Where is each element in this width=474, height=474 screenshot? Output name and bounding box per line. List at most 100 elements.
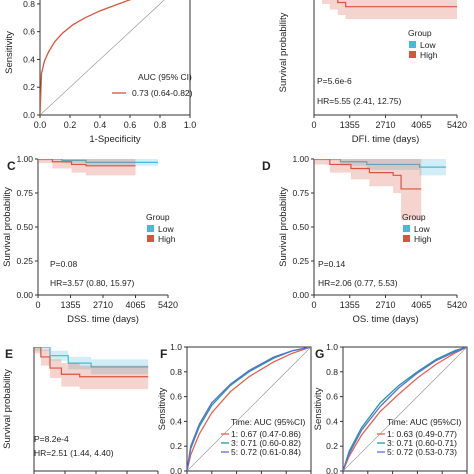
legend-swatch — [147, 225, 154, 232]
legend-entry: Low — [414, 224, 430, 234]
x-tick-label: 4065 — [411, 300, 431, 310]
panel-letter: E — [5, 347, 13, 361]
plot-frame — [39, 0, 191, 116]
series-high-ci-band — [314, 159, 422, 221]
plot-area — [321, 0, 457, 20]
series-5-0-72-0-61-0-84--curve — [187, 347, 311, 471]
x-tick-label: 1355 — [340, 120, 360, 130]
legend-entry: High — [414, 234, 432, 244]
series-1-0-67-0-47-0-86--curve — [187, 347, 311, 471]
series-low-ci-band — [34, 347, 149, 375]
series-1-0-63-0-49-0-77--curve — [343, 347, 467, 471]
y-tick-label: 0.50 — [292, 222, 309, 232]
y-tick-label: 0.0 — [326, 466, 338, 474]
legend-entry: 3: 0.71 (0.60-0.71) — [387, 438, 457, 448]
legend-swatch — [147, 235, 154, 242]
legend-swatch — [409, 41, 416, 48]
legend-title: Group — [408, 28, 432, 38]
series-5-0-72-0-53-0-73--curve — [343, 347, 467, 471]
y-tick-label: 0.6 — [170, 392, 182, 402]
y-tick-label: 0.2 — [23, 82, 35, 92]
y-axis-label: Survival probability — [2, 187, 13, 267]
panel-letter: C — [7, 159, 16, 173]
legend-entry: 3: 0.71 (0.60-0.82) — [231, 438, 301, 448]
y-tick-label: 0.4 — [326, 416, 338, 426]
legend-title: Time: AUC (95%CI) — [231, 417, 305, 427]
y-tick-label: 0.0 — [23, 110, 35, 120]
y-tick-label: 1.0 — [170, 342, 182, 352]
y-tick-label: 0.4 — [23, 54, 35, 64]
p-value: P=5.6e-6 — [317, 76, 352, 86]
legend-entry: 5: 0.72 (0.61-0.84) — [231, 447, 301, 457]
reference-diagonal — [343, 347, 467, 471]
y-axis-label: Sensitivity — [157, 387, 168, 430]
series-high-line — [34, 347, 149, 378]
y-tick-label: 0.00 — [16, 290, 33, 300]
series-high-ci-band — [38, 159, 136, 176]
x-axis-label: DFI. time (days) — [352, 134, 420, 145]
plot-area — [34, 347, 149, 390]
panel-e: E01355271040655430Survival probabilityP=… — [2, 347, 159, 474]
panel-c: C 0 1355 2710 4065 5420 0.00 0.25 0.50 0.75 1.00 DS… — [2, 154, 178, 325]
y-tick-label: 0.2 — [170, 441, 182, 451]
y-tick-label: 0.25 — [16, 256, 33, 266]
legend-entry: 0.73 (0.64-0.82) — [132, 88, 193, 98]
reference-diagonal — [40, 0, 165, 115]
legend-entry: Low — [420, 40, 436, 50]
p-value: P=0.08 — [50, 259, 77, 269]
x-tick-label: 1.0 — [184, 120, 197, 130]
x-tick-label: 2710 — [93, 300, 113, 310]
plot-area — [343, 347, 467, 471]
legend-entry: 1: 0.63 (0.49-0.77) — [387, 429, 457, 439]
hazard-ratio: HR=2.06 (0.77, 5.53) — [318, 278, 398, 288]
x-axis-label: OS. time (days) — [353, 314, 419, 325]
panel-a: 0.0 0.2 0.4 0.6 0.8 1.0 0.0 0.2 0.4 0.6 0.8 1-Speci… — [4, 0, 196, 145]
y-tick-label: 0.6 — [23, 27, 35, 37]
plot-area — [314, 159, 446, 221]
panel-b: 0 1355 2710 4065 5420 DFI. time (days) Surviva… — [278, 0, 467, 145]
hazard-ratio: HR=5.55 (2.41, 12.75) — [317, 96, 402, 106]
p-value: P=8.2e-4 — [34, 434, 69, 444]
series-high-line — [38, 159, 136, 167]
y-tick-label: 0.2 — [326, 441, 338, 451]
x-axis-label: DSS. time (days) — [67, 314, 139, 325]
legend-entry: 5: 0.72 (0.53-0.73) — [387, 447, 457, 457]
x-axis-label: 1-Specificity — [89, 134, 140, 145]
x-tick-label: 0 — [35, 300, 40, 310]
panel-d: D 0 1355 2710 4065 5420 0.00 0.25 0.50 0.75 1.00 OS… — [262, 154, 467, 325]
panel-letter: F — [160, 347, 167, 361]
x-tick-label: 5420 — [447, 120, 467, 130]
x-tick-label: 1355 — [60, 300, 80, 310]
y-axis-label: Survival probability — [278, 12, 289, 92]
panel-g: G 0.0 0.2 0.4 0.6 0.8 1.0 Sensitivity Time: AUC … — [313, 342, 468, 474]
y-tick-label: 0.6 — [326, 392, 338, 402]
legend-swatch — [409, 51, 416, 58]
y-tick-label: 1.00 — [16, 154, 33, 164]
legend-entry: Low — [158, 224, 174, 234]
legend-title: AUC (95% CI) — [138, 72, 192, 82]
legend-entry: 1: 0.67 (0.47-0.86) — [231, 429, 301, 439]
x-tick-label: 0 — [311, 300, 316, 310]
series-low-ci-band — [314, 159, 446, 176]
p-value: P=0.14 — [318, 259, 345, 269]
y-tick-label: 0.8 — [23, 0, 35, 9]
hazard-ratio: HR=2.51 (1.44, 4.40) — [34, 448, 114, 458]
x-tick-label: 5420 — [158, 300, 178, 310]
x-tick-label: 0 — [311, 120, 316, 130]
legend-title: Group — [146, 212, 170, 222]
x-tick-label: 4065 — [411, 120, 431, 130]
legend-swatch — [403, 235, 410, 242]
hazard-ratio: HR=3.57 (0.80, 15.97) — [50, 278, 135, 288]
y-tick-label: 0.75 — [16, 188, 33, 198]
panel-f: F 0.0 0.2 0.4 0.6 0.8 1.0 Sensitivity Time: AUC … — [157, 342, 312, 474]
plot-area — [187, 347, 311, 471]
series-high-ci-band — [34, 347, 149, 390]
plot-frame — [186, 346, 312, 472]
y-tick-label: 1.00 — [292, 154, 309, 164]
series-3-0-71-0-60-0-71--curve — [343, 347, 467, 471]
x-tick-label: 2710 — [375, 120, 395, 130]
x-tick-label: 0.4 — [94, 120, 107, 130]
plot-frame — [342, 346, 468, 472]
y-tick-label: 0.8 — [326, 367, 338, 377]
y-tick-label: 0.8 — [170, 367, 182, 377]
